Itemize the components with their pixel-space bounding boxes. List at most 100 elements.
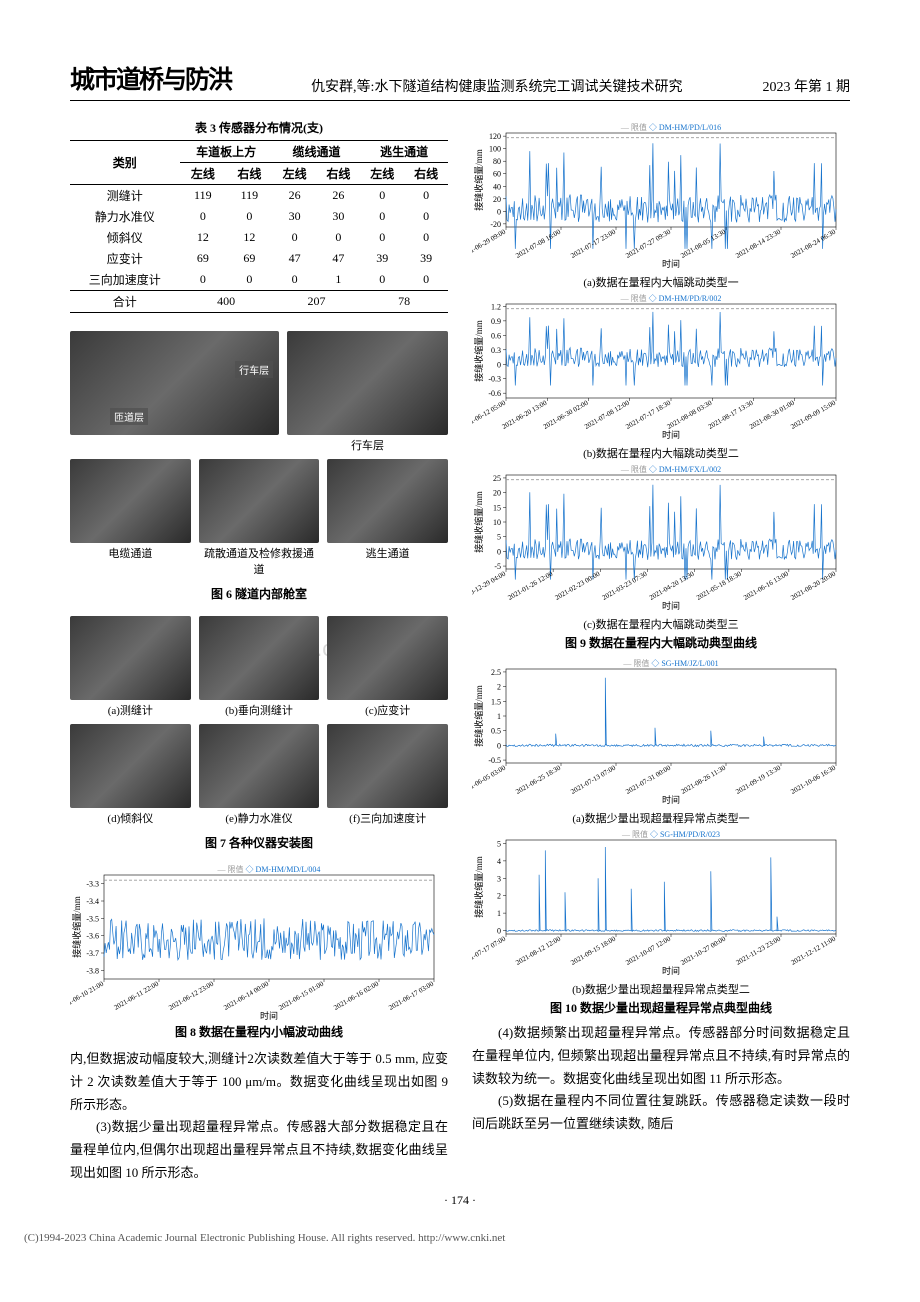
cell: 0 — [273, 227, 317, 248]
svg-text:-0.5: -0.5 — [488, 756, 501, 765]
fig6-caption: 图 6 隧道内部舱室 — [70, 585, 448, 602]
cell: 69 — [180, 248, 227, 269]
footer: (C)1994-2023 China Academic Journal Elec… — [0, 1228, 920, 1256]
total-cell: 400 — [180, 291, 273, 313]
svg-text:2021-06-10 21:00: 2021-06-10 21:00 — [70, 980, 105, 1012]
svg-text:2021-06-17 03:00: 2021-06-17 03:00 — [387, 980, 435, 1012]
svg-text:时间: 时间 — [662, 600, 680, 611]
table-row: 测缝计119119262600 — [70, 185, 448, 207]
fig8-caption: 图 8 数据在量程内小幅波动曲线 — [70, 1023, 448, 1040]
cell: 0 — [180, 269, 227, 291]
svg-text:2021-06-05 03:00: 2021-06-05 03:00 — [472, 764, 507, 796]
svg-text:2021-08-20 20:00: 2021-08-20 20:00 — [789, 570, 837, 602]
fig7-caption: 图 7 各种仪器安装图 — [70, 834, 448, 851]
fig7-label-c: (c)应变计 — [327, 702, 448, 718]
svg-text:2021-01-26 12:00: 2021-01-26 12:00 — [507, 570, 555, 602]
svg-text:2021-06-15 01:00: 2021-06-15 01:00 — [277, 980, 325, 1012]
svg-text:时间: 时间 — [662, 258, 680, 269]
svg-text:接缝收缩量/mm: 接缝收缩量/mm — [71, 896, 82, 958]
svg-text:15: 15 — [493, 503, 501, 512]
svg-text:2021-12-12 11:00: 2021-12-12 11:00 — [790, 935, 838, 967]
svg-text:-20: -20 — [490, 220, 501, 229]
svg-text:2021-06-16 02:00: 2021-06-16 02:00 — [332, 980, 380, 1012]
cell: 1 — [316, 269, 360, 291]
cell: 26 — [273, 185, 317, 207]
svg-text:2: 2 — [497, 683, 501, 692]
svg-text:2.5: 2.5 — [491, 668, 501, 677]
svg-text:2021-07-31 00:00: 2021-07-31 00:00 — [624, 764, 672, 796]
chart-svg: — 限值 ◇ DM-HM/PD/L/016-200204060801001202… — [472, 119, 842, 269]
svg-text:0.3: 0.3 — [491, 346, 501, 355]
svg-text:-3.6: -3.6 — [86, 932, 99, 941]
row-label: 测缝计 — [70, 185, 180, 207]
svg-text:-3.3: -3.3 — [86, 880, 99, 889]
fig6-photo-c — [327, 459, 448, 543]
row-label: 倾斜仪 — [70, 227, 180, 248]
svg-text:0: 0 — [497, 207, 501, 216]
svg-text:25: 25 — [493, 474, 501, 483]
total-label: 合计 — [70, 291, 180, 313]
svg-text:— 限值 ◇ SG-HM/JZ/L/001: — 限值 ◇ SG-HM/JZ/L/001 — [622, 658, 718, 668]
cell: 69 — [226, 248, 273, 269]
fig6-photo-right — [287, 331, 448, 435]
svg-text:2: 2 — [497, 892, 501, 901]
svg-text:0: 0 — [497, 360, 501, 369]
svg-text:2021-07-08 12:00: 2021-07-08 12:00 — [583, 399, 631, 431]
th-lane: 车道板上方 — [180, 141, 273, 163]
svg-text:— 限值 ◇ DM-HM/PD/R/002: — 限值 ◇ DM-HM/PD/R/002 — [620, 293, 722, 303]
svg-text:接缝收缩量/mm: 接缝收缩量/mm — [473, 685, 484, 747]
left-column: 表 3 传感器分布情况(支) 类别 车道板上方 缆线通道 逃生通道 左线右线左线… — [70, 119, 448, 1185]
cell: 12 — [180, 227, 227, 248]
cell: 0 — [360, 206, 404, 227]
svg-text:4: 4 — [497, 857, 501, 866]
svg-text:2021-06-30 02:00: 2021-06-30 02:00 — [542, 399, 590, 431]
cell: 0 — [404, 185, 448, 207]
fig6-photo-large: 行车层 匝道层 — [70, 331, 279, 435]
fig10-caption: 图 10 数据少量出现超量程异常点典型曲线 — [472, 999, 850, 1016]
svg-text:— 限值 ◇ DM-HM/MD/L/004: — 限值 ◇ DM-HM/MD/L/004 — [217, 864, 321, 874]
svg-text:-3.8: -3.8 — [86, 966, 99, 975]
svg-text:2021-10-07 12:00: 2021-10-07 12:00 — [624, 935, 672, 967]
svg-text:2021-03-23 07:30: 2021-03-23 07:30 — [601, 570, 649, 602]
svg-text:2021-10-27 00:00: 2021-10-27 00:00 — [679, 935, 727, 967]
svg-text:2021-09-19 13:30: 2021-09-19 13:30 — [734, 764, 782, 796]
th-sub: 左线 — [273, 163, 317, 185]
th-sub: 左线 — [360, 163, 404, 185]
svg-text:2021-09-09 15:00: 2021-09-09 15:00 — [789, 399, 837, 431]
cell: 0 — [360, 185, 404, 207]
table-row: 静力水准仪00303000 — [70, 206, 448, 227]
para-4: (5)数据在量程内不同位置往复跳跃。传感器稳定读数一段时间后跳跃至另一位置继续读… — [472, 1090, 850, 1136]
svg-text:-0.3: -0.3 — [488, 375, 501, 384]
svg-text:2021-06-14 00:00: 2021-06-14 00:00 — [222, 980, 270, 1012]
svg-text:2021-08-26 11:30: 2021-08-26 11:30 — [680, 764, 728, 796]
cell: 0 — [226, 206, 273, 227]
cell: 0 — [316, 227, 360, 248]
table-row: 倾斜仪12120000 — [70, 227, 448, 248]
fig6-right-label: 行车层 — [287, 437, 448, 453]
svg-text:120: 120 — [489, 132, 501, 141]
svg-text:2021-08-17 13:30: 2021-08-17 13:30 — [707, 399, 755, 431]
svg-text:0: 0 — [497, 927, 501, 936]
svg-text:0: 0 — [497, 741, 501, 750]
fig7-photo-d — [70, 724, 191, 808]
cell: 0 — [360, 269, 404, 291]
cell: 119 — [226, 185, 273, 207]
fig7-label-b: (b)垂向测缝计 — [199, 702, 320, 718]
cell: 119 — [180, 185, 227, 207]
table-row: 应变计696947473939 — [70, 248, 448, 269]
cell: 47 — [316, 248, 360, 269]
cell: 0 — [404, 269, 448, 291]
fig6-photo-b — [199, 459, 320, 543]
svg-text:接缝收缩量/mm: 接缝收缩量/mm — [473, 856, 484, 918]
fig7-photo-b — [199, 616, 320, 700]
svg-text:时间: 时间 — [662, 794, 680, 805]
fig6-photo-a — [70, 459, 191, 543]
svg-text:2020-12-29 04:00: 2020-12-29 04:00 — [472, 570, 507, 602]
fig7-photo-c — [327, 616, 448, 700]
svg-text:-3.5: -3.5 — [86, 914, 99, 923]
fig7-label-e: (e)静力水准仪 — [199, 810, 320, 826]
table3-caption: 表 3 传感器分布情况(支) — [70, 119, 448, 136]
svg-text:2021-06-29 09:00: 2021-06-29 09:00 — [472, 228, 507, 260]
page: 城市道桥与防洪 仇安群,等:水下隧道结构健康监测系统完工调试关键技术研究 202… — [0, 0, 920, 1228]
cell: 0 — [404, 206, 448, 227]
